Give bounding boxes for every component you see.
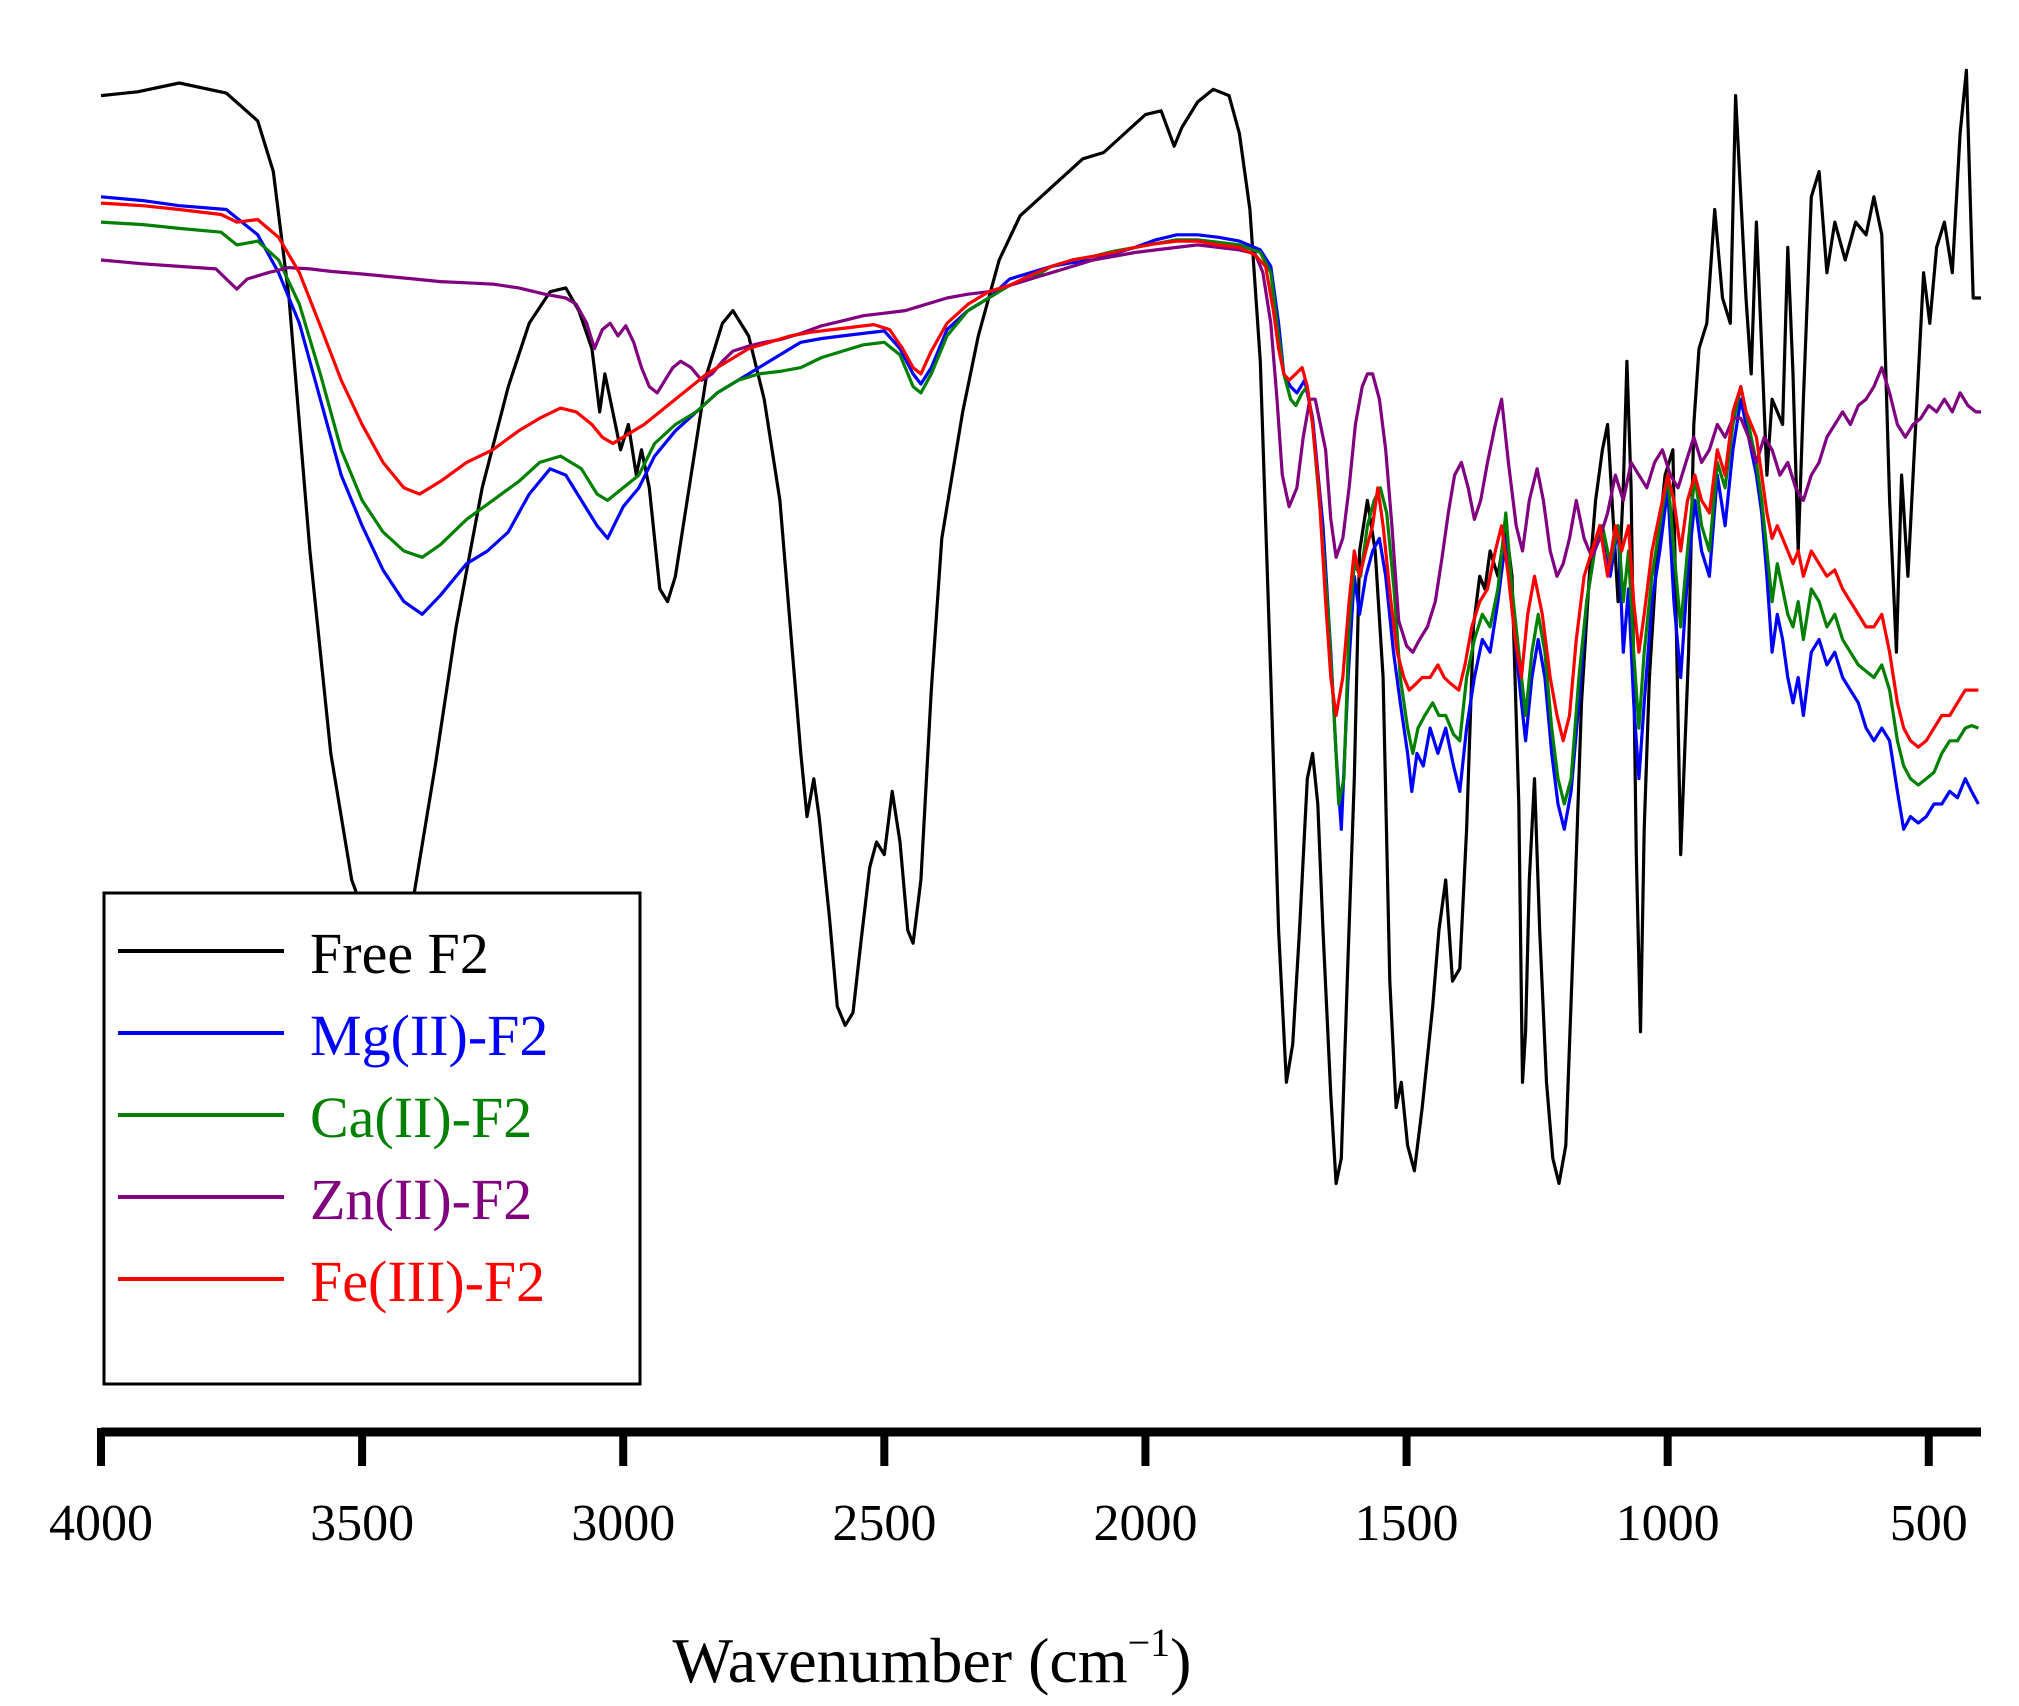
- series-line-zn-ii-f2: [100, 243, 1981, 654]
- legend: Free F2 Mg(II)-F2 Ca(II)-F2 Zn(II)-F2 Fe(III…: [102, 891, 642, 1386]
- x-tick-label: 1500: [1355, 1495, 1459, 1552]
- x-axis: 4000 3500 3000 2500 2000 1500 1000 500 Wavenumb…: [49, 1427, 1981, 1696]
- legend-items: Free F2 Mg(II)-F2 Ca(II)-F2 Zn(II)-F2 Fe(III…: [118, 921, 548, 1314]
- x-tick-label: 2500: [832, 1495, 936, 1552]
- legend-label: Free F2: [310, 921, 489, 986]
- legend-label: Mg(II)-F2: [310, 1003, 548, 1068]
- x-tick-label: 3500: [310, 1495, 414, 1552]
- series-layer: [100, 68, 1981, 1186]
- x-axis-title-close: ): [1170, 1625, 1191, 1696]
- x-tick-label: 4000: [49, 1495, 153, 1552]
- series-line-fe-iii-f2: [100, 201, 1979, 749]
- x-ticks: 4000 3500 3000 2500 2000 1500 1000 500: [49, 1428, 1968, 1552]
- legend-box: [102, 891, 642, 1386]
- x-tick-label: 3000: [571, 1495, 675, 1552]
- x-tick-label: 1000: [1616, 1495, 1720, 1552]
- x-tick-label: 500: [1890, 1495, 1968, 1552]
- legend-label: Fe(III)-F2: [310, 1249, 545, 1314]
- series-line-free-f2: [100, 68, 1981, 1186]
- legend-label: Ca(II)-F2: [310, 1085, 532, 1150]
- x-axis-title-main: Wavenumber (cm: [673, 1625, 1128, 1696]
- series-line-ca-ii-f2: [100, 220, 1979, 806]
- series-line-mg-ii-f2: [100, 195, 1980, 831]
- x-axis-title: Wavenumber (cm−1): [673, 1620, 1192, 1696]
- x-tick-label: 2000: [1093, 1495, 1197, 1552]
- legend-label: Zn(II)-F2: [310, 1167, 532, 1232]
- x-axis-title-superscript: −1: [1128, 1620, 1171, 1665]
